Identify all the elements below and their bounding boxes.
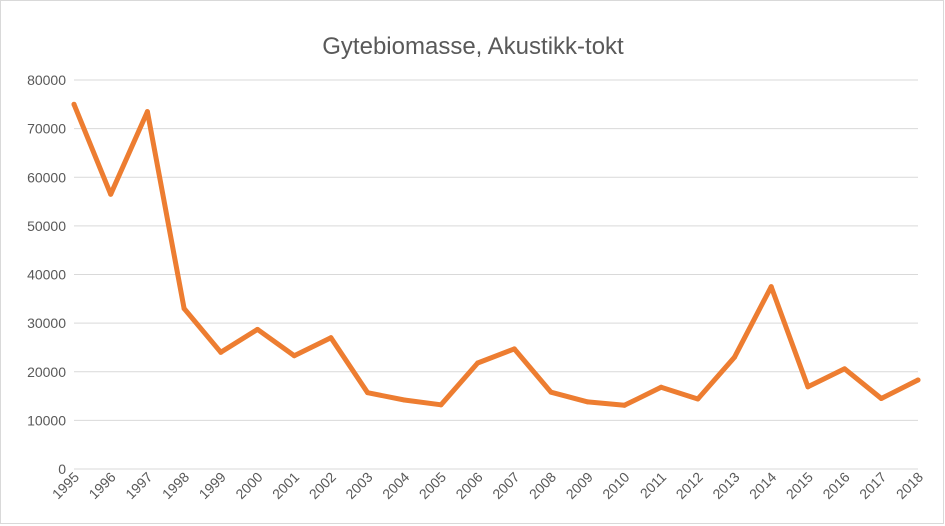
data-point [475, 360, 481, 366]
data-point [401, 397, 407, 403]
data-point [291, 353, 297, 359]
data-point [621, 402, 627, 408]
x-tick-label: 2008 [526, 469, 559, 502]
y-tick-label: 10000 [27, 412, 66, 428]
data-point [695, 396, 701, 402]
y-tick-label: 0 [58, 461, 66, 477]
x-tick-label: 1996 [85, 469, 118, 502]
y-tick-label: 20000 [27, 364, 66, 380]
data-point [878, 395, 884, 401]
x-tick-label: 2011 [637, 469, 670, 502]
data-point [181, 306, 187, 312]
data-point [218, 349, 224, 355]
data-point [328, 335, 334, 341]
y-tick-label: 50000 [27, 218, 66, 234]
x-tick-label: 2016 [819, 469, 852, 502]
x-tick-label: 2015 [783, 469, 816, 502]
series-layer [71, 101, 921, 408]
y-tick-label: 30000 [27, 315, 66, 331]
x-tick-label: 2010 [599, 469, 632, 502]
x-tick-label: 2017 [856, 469, 889, 502]
data-point [144, 109, 150, 115]
series-line [71, 101, 921, 408]
data-point [658, 384, 664, 390]
x-tick-label: 2018 [893, 469, 926, 502]
data-point [732, 354, 738, 360]
y-tick-label: 60000 [27, 169, 66, 185]
x-tick-label: 2013 [709, 469, 742, 502]
data-point [585, 399, 591, 405]
gridlines [74, 79, 918, 470]
data-point [915, 377, 921, 383]
x-tick-label: 2006 [452, 469, 485, 502]
chart-title: Gytebiomasse, Akustikk-tokt [322, 33, 624, 60]
x-tick-label: 2003 [342, 469, 375, 502]
x-tick-label: 2012 [673, 469, 706, 502]
x-tick-label: 2001 [269, 469, 302, 502]
data-point [71, 101, 77, 107]
data-point [108, 191, 114, 197]
x-tick-label: 1999 [196, 469, 229, 502]
data-point [254, 326, 260, 332]
x-axis-ticks: 1995 1996 1997 1998 1999 2000 2001 2002 2003 2004… [49, 469, 926, 502]
x-tick-label: 2007 [489, 469, 522, 502]
y-axis-ticks: 0 10000 20000 30000 40000 50000 60000 70000 8000… [27, 72, 66, 477]
y-tick-label: 80000 [27, 72, 66, 88]
data-point [548, 389, 554, 395]
data-point [438, 402, 444, 408]
x-tick-label: 1995 [49, 469, 82, 502]
x-tick-label: 2009 [563, 469, 596, 502]
y-tick-label: 40000 [27, 267, 66, 283]
x-tick-label: 2005 [416, 469, 449, 502]
data-point [805, 384, 811, 390]
data-point [511, 346, 517, 352]
x-tick-label: 2000 [232, 469, 265, 502]
x-tick-label: 2014 [746, 469, 779, 502]
x-tick-label: 1998 [159, 469, 192, 502]
data-point [365, 390, 371, 396]
data-point [842, 366, 848, 372]
x-tick-label: 1997 [122, 469, 155, 502]
y-tick-label: 70000 [27, 121, 66, 137]
x-tick-label: 2004 [379, 469, 412, 502]
x-tick-label: 2002 [306, 469, 339, 502]
data-point [768, 284, 774, 290]
